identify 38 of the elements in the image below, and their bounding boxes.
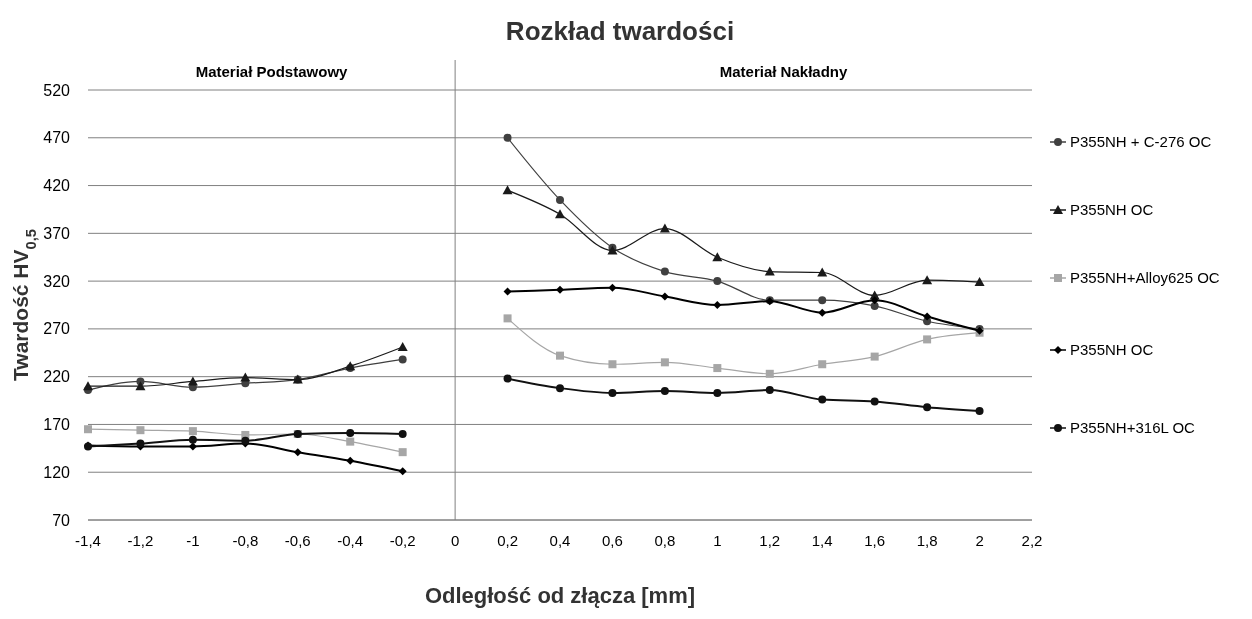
x-tick-label: -1 [186,532,200,549]
x-tick-label: -0,8 [232,532,259,549]
legend-label: P355NH + C-276 OC [1070,133,1212,151]
chart-title: Rozkład twardości [505,16,735,46]
x-tick-label: -0,2 [389,532,416,549]
x-tick-label: -1,2 [127,532,154,549]
x-tick-label: 0 [450,532,460,549]
legend-label: P355NH OC [1070,341,1154,359]
y-tick-label: 320 [43,272,71,290]
legend-label: P355NH OC [1070,201,1154,219]
y-tick-label: 520 [43,81,71,99]
x-tick-label: 1,2 [759,532,781,549]
y-tick-label: 170 [43,416,71,434]
x-tick-label: 0,2 [497,532,518,549]
legend-label: P355NH+316L OC [1070,419,1196,437]
y-tick-label: 370 [43,224,71,242]
x-tick-label: 1 [713,532,722,549]
y-tick-label: 220 [43,368,71,386]
x-tick-label: 1,8 [916,532,938,549]
legend-label: P355NH+Alloy625 OC [1070,269,1220,287]
x-tick-label: 0,6 [602,532,623,549]
x-tick-label: -0,6 [284,532,311,549]
x-tick-label: 2,2 [1021,532,1043,549]
x-tick-label: -0,4 [337,532,364,549]
y-tick-label: 120 [43,463,71,481]
x-tick-label: -1,4 [75,532,101,549]
y-tick-label: 470 [43,129,71,147]
text: Materiał Podstawowy [195,63,349,80]
x-tick-label: 1,6 [864,532,886,549]
x-tick-label: 0,8 [654,532,676,549]
y-tick-label: 270 [43,320,71,338]
x-tick-label: 2 [975,532,984,549]
x-tick-label: 1,4 [811,532,833,549]
y-tick-label: 420 [43,177,71,195]
text: Materiał Nakładny [719,63,848,80]
y-tick-label: 70 [52,511,71,529]
x-tick-label: 0,4 [549,532,571,549]
x-axis-title: Odległość od złącza [mm] [424,583,696,608]
